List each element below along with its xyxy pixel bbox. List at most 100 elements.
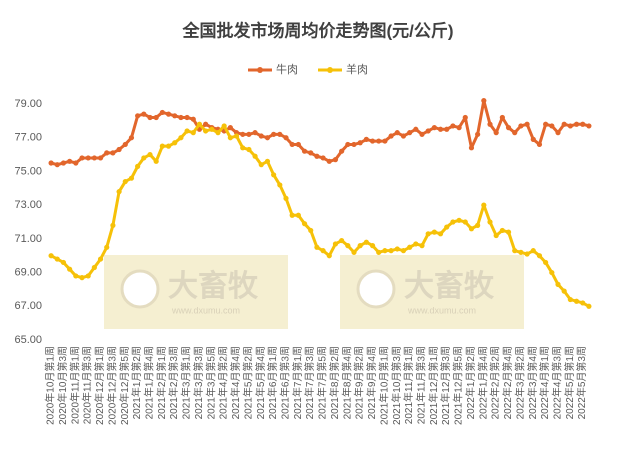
y-tick-label: 67.00 [14,300,42,312]
point [153,114,159,121]
point [246,131,252,137]
legend-marker [257,67,263,73]
point [215,130,221,136]
point [499,114,505,121]
point [128,175,135,181]
point [85,155,91,161]
point [376,138,382,144]
x-tick-label: 2020年10月第1周 [44,346,57,425]
point [67,266,73,272]
point [481,202,487,208]
watermark-logo [356,269,396,309]
x-tick-label: 2022年3月第4周 [526,346,539,419]
point [512,130,518,136]
x-tick-label: 2022年2月第2周 [489,346,502,419]
y-tick-label: 77.00 [14,132,42,144]
point [203,128,209,134]
watermark-url: www.dxumu.com [171,305,240,315]
point [104,150,110,156]
point [54,162,60,168]
point [67,158,73,164]
point [172,140,178,146]
point [295,212,301,218]
point [462,114,468,121]
point [400,248,407,254]
x-tick-label: 2021年10月第1周 [377,346,390,425]
point [487,121,493,127]
point [277,182,283,188]
point [97,155,104,161]
point [475,131,481,137]
point [283,195,289,201]
point [536,253,543,259]
x-tick-label: 2021年4月第2周 [217,346,230,419]
point [314,153,320,159]
point [530,248,536,254]
point [147,114,153,121]
point [196,121,203,127]
point [518,123,524,129]
series-line [50,99,590,167]
point [141,155,147,161]
point [475,222,481,228]
x-tick-label: 2020年11月第3周 [81,346,94,424]
x-tick-label: 2021年3月第3周 [192,346,205,419]
point [289,141,295,148]
point [437,231,444,237]
y-tick-label: 69.00 [14,266,42,278]
point [326,253,332,259]
point [301,221,308,227]
point [271,172,277,178]
x-tick-label: 2020年12月第1周 [93,346,106,425]
point [258,133,264,139]
point [159,143,165,149]
point [252,130,258,136]
point [580,300,586,306]
x-tick-label: 2021年9月第4周 [365,346,378,419]
point [425,128,431,134]
watermark-logo [120,269,160,309]
chart-title: 全国批发市场周均价走势图(元/公斤) [181,20,453,40]
point [382,138,388,144]
point [277,131,283,137]
point [512,248,518,254]
point [363,136,369,142]
x-tick-label: 2021年8月第4周 [340,346,353,419]
point [85,273,91,279]
point [110,222,116,228]
x-tick-label: 2021年12月第1周 [427,346,440,425]
x-tick-label: 2022年2月第4周 [501,346,514,419]
x-tick-label: 2020年10月第3周 [56,346,69,425]
point [159,109,165,116]
point [135,113,141,119]
x-tick-label: 2021年12月第5周 [452,346,465,425]
point [351,141,357,148]
point [184,114,190,121]
point [567,123,573,129]
point [468,226,475,232]
point [240,131,246,137]
point [369,138,376,144]
point [345,243,351,249]
point [190,116,196,122]
point [122,178,128,185]
point [147,151,153,158]
point [178,114,184,121]
point [388,248,394,254]
x-tick-label: 2021年12月第3周 [439,346,452,425]
point [499,227,505,234]
point [407,244,413,250]
x-tick-label: 2022年3月第2周 [513,346,526,419]
point [586,123,592,129]
x-tick-label: 2021年11月第1周 [402,346,415,424]
point [165,143,172,149]
point [116,189,122,195]
legend-marker [327,67,333,73]
x-tick-label: 2022年5月第3周 [575,346,588,419]
point [227,125,233,131]
x-tick-label: 2021年7月第1周 [291,346,304,419]
point [190,130,196,136]
point [301,148,308,154]
point [48,160,54,166]
point [573,121,580,127]
